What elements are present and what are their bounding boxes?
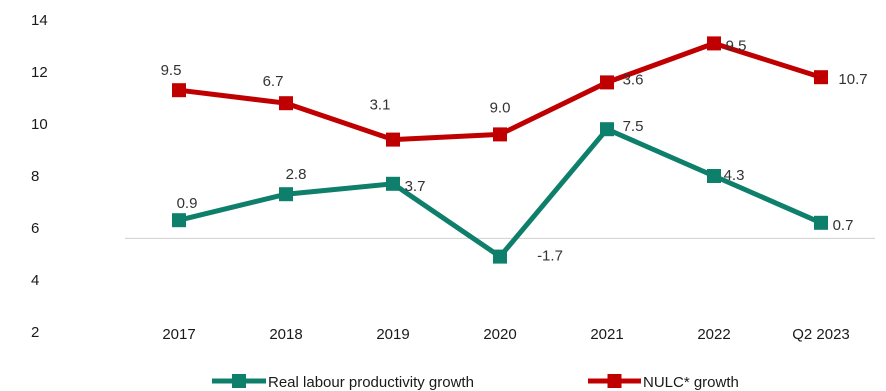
y-tick-label: 6	[31, 220, 39, 237]
series-layer: 0.9 2.8 3.7 -1.7 7.5 4.3 0.7 9.5 6.7 3.1 9.0 3.6 9.5…	[161, 36, 868, 265]
legend-label: NULC* growth	[643, 374, 739, 391]
series-marker	[814, 70, 828, 85]
data-label: 2.8	[286, 166, 307, 183]
legend-swatch-marker	[607, 374, 622, 388]
data-label: 10.7	[838, 71, 867, 88]
y-tick-label: 4	[31, 272, 39, 289]
series-marker	[386, 176, 400, 191]
series-marker	[493, 127, 507, 142]
x-tick-label: 2019	[376, 326, 409, 343]
y-tick-label: 12	[31, 64, 48, 81]
x-tick-label: Q2 2023	[792, 326, 850, 343]
x-tick-label: 2020	[483, 326, 516, 343]
x-tick-label: 2021	[590, 326, 623, 343]
data-label: 9.5	[726, 37, 747, 54]
series-marker	[814, 215, 828, 230]
y-tick-label: 8	[31, 168, 39, 185]
data-label: 9.0	[490, 99, 511, 116]
series-line	[178, 40, 822, 143]
series-marker	[600, 75, 614, 90]
data-label: 6.7	[263, 73, 284, 90]
data-label: 3.6	[623, 71, 644, 88]
data-label: -1.7	[537, 248, 563, 265]
y-tick-label: 14	[31, 12, 48, 29]
series-marker	[172, 83, 186, 98]
legend: Real labour productivity growth NULC* gro…	[212, 374, 739, 391]
data-label: 0.9	[177, 195, 198, 212]
legend-label: Real labour productivity growth	[268, 374, 474, 391]
y-tick-label: 2	[31, 324, 39, 341]
series-marker	[386, 132, 400, 147]
y-tick-label: 10	[31, 116, 48, 133]
x-axis-ticks: 2017 2018 2019 2020 2021 2022 Q2 2023	[162, 326, 849, 343]
series-marker	[707, 36, 721, 51]
data-label: 7.5	[623, 118, 644, 135]
series-marker	[707, 169, 721, 183]
series-marker	[493, 249, 507, 264]
x-tick-label: 2018	[269, 326, 302, 343]
series-marker	[279, 187, 293, 202]
legend-swatch-marker	[232, 374, 246, 388]
data-label: 0.7	[833, 217, 854, 234]
x-tick-label: 2017	[162, 326, 195, 343]
series-line	[178, 126, 823, 260]
data-label: 9.5	[161, 62, 182, 79]
series-marker	[279, 96, 293, 111]
data-label: 3.7	[405, 178, 426, 195]
data-label: 3.1	[370, 97, 391, 114]
data-label: 4.3	[724, 167, 745, 184]
series-marker	[172, 213, 186, 228]
series-marker	[600, 122, 614, 137]
y-axis-ticks: 2 4 6 8 10 12 14	[31, 12, 48, 341]
x-tick-label: 2022	[697, 326, 730, 343]
